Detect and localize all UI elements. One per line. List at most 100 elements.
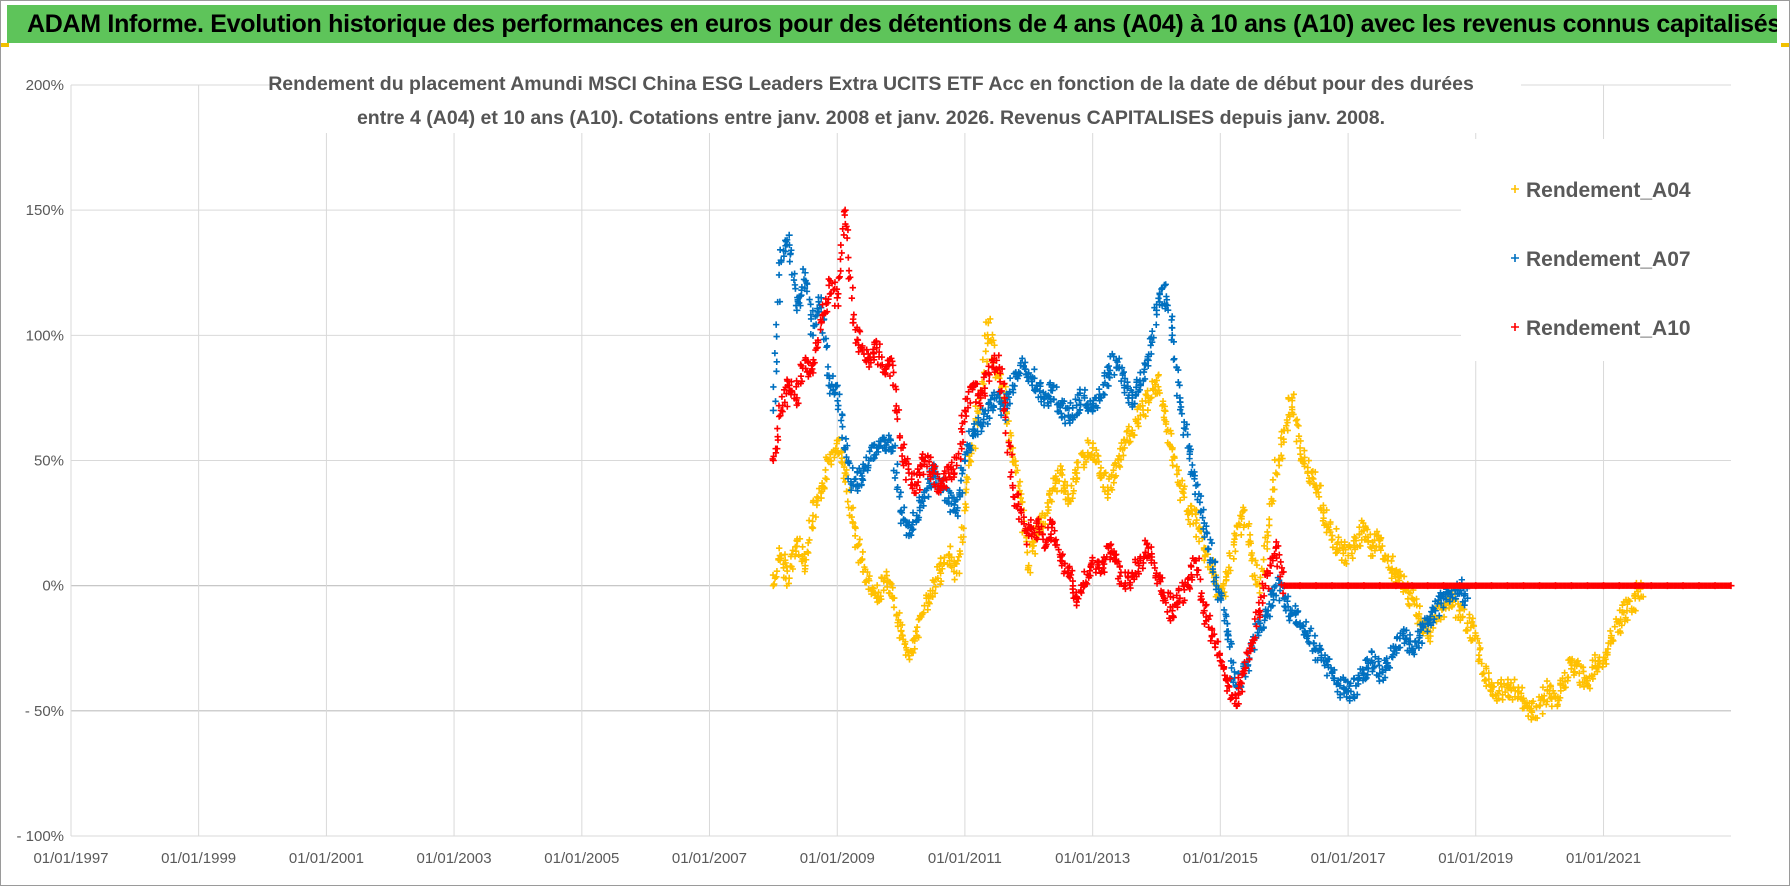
data-point xyxy=(1547,683,1555,690)
data-point xyxy=(1336,682,1344,690)
data-point xyxy=(850,311,858,318)
data-point xyxy=(1070,487,1077,494)
data-point xyxy=(792,547,800,555)
data-point xyxy=(1162,418,1170,425)
data-point xyxy=(805,373,812,380)
data-point xyxy=(848,294,856,302)
data-point xyxy=(1310,639,1317,647)
data-point xyxy=(1067,571,1075,579)
data-point xyxy=(1188,576,1196,584)
data-point xyxy=(937,569,945,577)
data-point xyxy=(1011,382,1018,390)
data-point xyxy=(900,504,908,511)
data-point xyxy=(1052,479,1059,487)
data-point xyxy=(1238,680,1245,687)
data-point xyxy=(1176,382,1183,389)
data-point xyxy=(1105,382,1112,390)
data-point xyxy=(1283,422,1290,429)
data-point xyxy=(1125,423,1133,430)
data-point xyxy=(1055,546,1062,553)
data-point xyxy=(1323,672,1331,679)
data-point xyxy=(1356,542,1363,549)
data-point xyxy=(1036,526,1043,533)
data-point xyxy=(1061,560,1069,567)
data-point xyxy=(1022,366,1029,373)
y-tick-label: 0% xyxy=(42,578,64,595)
data-point xyxy=(1227,567,1234,574)
data-point xyxy=(955,450,962,457)
title-background xyxy=(271,67,1521,133)
data-point xyxy=(1144,407,1152,414)
data-point xyxy=(1488,679,1495,687)
data-point xyxy=(848,513,855,521)
data-point xyxy=(815,298,822,306)
data-point xyxy=(1321,651,1329,659)
data-point xyxy=(1274,542,1282,550)
data-point xyxy=(1226,552,1234,559)
x-tick-label: 01/01/2007 xyxy=(672,850,747,867)
data-point xyxy=(907,531,915,539)
data-point xyxy=(1261,617,1268,624)
data-point xyxy=(801,269,809,277)
data-point xyxy=(1246,655,1253,663)
data-point xyxy=(1183,421,1191,428)
data-point xyxy=(1528,709,1536,716)
data-point xyxy=(807,301,814,308)
data-point xyxy=(833,294,841,302)
data-point xyxy=(1296,444,1304,452)
data-point xyxy=(1618,609,1626,616)
data-point xyxy=(1023,541,1030,548)
data-point xyxy=(1169,313,1176,320)
data-point xyxy=(825,295,832,303)
data-point xyxy=(1617,629,1624,637)
data-point xyxy=(981,385,989,392)
data-point xyxy=(837,241,845,249)
data-point xyxy=(1175,467,1182,474)
data-point xyxy=(1406,641,1413,648)
data-point xyxy=(1239,688,1246,695)
data-point xyxy=(1177,496,1184,504)
data-point xyxy=(792,285,799,292)
data-point xyxy=(809,524,817,532)
data-point xyxy=(1476,639,1483,647)
data-point xyxy=(1120,368,1128,376)
y-tick-label: - 100% xyxy=(16,828,64,845)
data-point xyxy=(1623,607,1631,615)
data-point xyxy=(1262,582,1269,589)
data-point xyxy=(1030,542,1037,549)
data-point xyxy=(1589,675,1597,683)
data-point xyxy=(1376,662,1383,669)
data-point xyxy=(798,283,806,291)
data-point xyxy=(940,559,948,567)
data-point xyxy=(1016,370,1024,377)
data-point xyxy=(1468,618,1476,626)
data-point xyxy=(1252,557,1259,564)
data-point xyxy=(1200,607,1208,615)
data-point xyxy=(1419,624,1427,631)
series-Rendement_A04 xyxy=(769,315,1647,723)
data-point xyxy=(1141,537,1149,544)
data-point xyxy=(1477,644,1484,652)
data-point xyxy=(1167,427,1174,434)
data-point xyxy=(1024,564,1032,572)
data-point xyxy=(1384,659,1391,667)
data-point xyxy=(777,406,785,414)
data-point xyxy=(844,459,852,466)
data-point xyxy=(770,383,777,391)
data-point xyxy=(1186,450,1193,458)
data-point xyxy=(1169,612,1177,620)
data-point xyxy=(1180,494,1188,501)
data-point xyxy=(914,478,922,486)
data-point xyxy=(956,486,963,494)
data-point xyxy=(855,327,863,334)
data-point xyxy=(858,481,865,488)
data-point xyxy=(1280,438,1288,446)
data-point xyxy=(1170,594,1177,601)
data-point xyxy=(1126,581,1133,589)
data-point xyxy=(1533,714,1541,722)
data-point xyxy=(885,432,893,439)
data-point xyxy=(1113,558,1121,566)
data-point xyxy=(972,431,979,439)
data-point xyxy=(1212,574,1220,581)
